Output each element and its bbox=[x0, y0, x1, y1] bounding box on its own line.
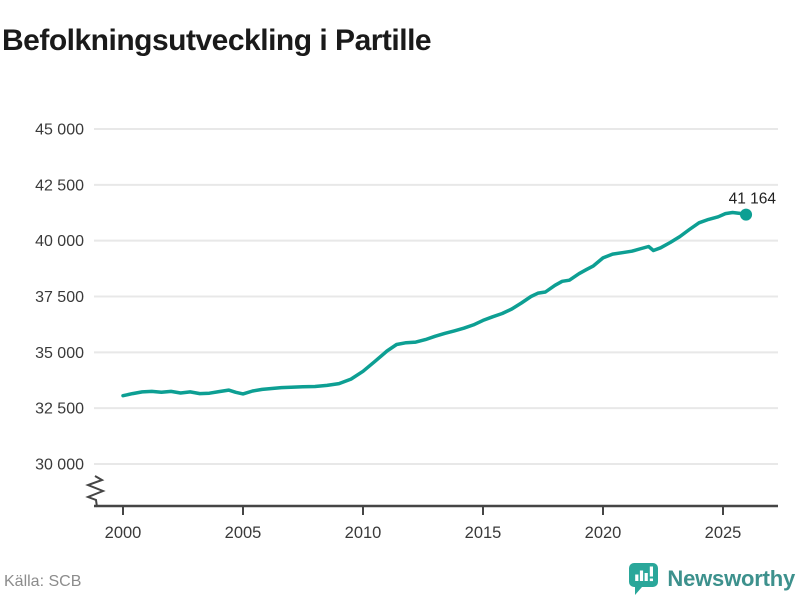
end-value-label: 41 164 bbox=[729, 191, 777, 208]
y-axis-label: 42 500 bbox=[35, 177, 84, 194]
axis-break-icon bbox=[85, 475, 106, 508]
y-axis-label: 35 000 bbox=[35, 345, 84, 362]
newsworthy-speech-bubble-bar-chart-icon bbox=[629, 562, 659, 596]
y-axis-label: 40 000 bbox=[35, 233, 84, 250]
y-axis-label: 37 500 bbox=[35, 289, 84, 306]
source-label: Källa: SCB bbox=[4, 573, 82, 590]
x-axis-label: 2025 bbox=[705, 524, 742, 542]
population-line bbox=[121, 210, 748, 398]
newsworthy-logo[interactable]: Newsworthy bbox=[629, 562, 795, 596]
x-axis-label: 2020 bbox=[585, 524, 622, 542]
end-point-dot bbox=[740, 208, 753, 221]
x-axis-label: 2015 bbox=[465, 524, 502, 542]
y-axis-label: 45 000 bbox=[35, 122, 84, 139]
newsworthy-wordmark: Newsworthy bbox=[667, 566, 795, 591]
x-axis-label: 2000 bbox=[105, 524, 142, 542]
x-axis-label: 2010 bbox=[345, 524, 382, 542]
y-axis-label: 32 500 bbox=[35, 401, 84, 418]
y-axis-label: 30 000 bbox=[35, 457, 84, 474]
page-title: Befolkningsutveckling i Partille bbox=[2, 24, 432, 58]
x-axis-label: 2005 bbox=[225, 524, 262, 542]
